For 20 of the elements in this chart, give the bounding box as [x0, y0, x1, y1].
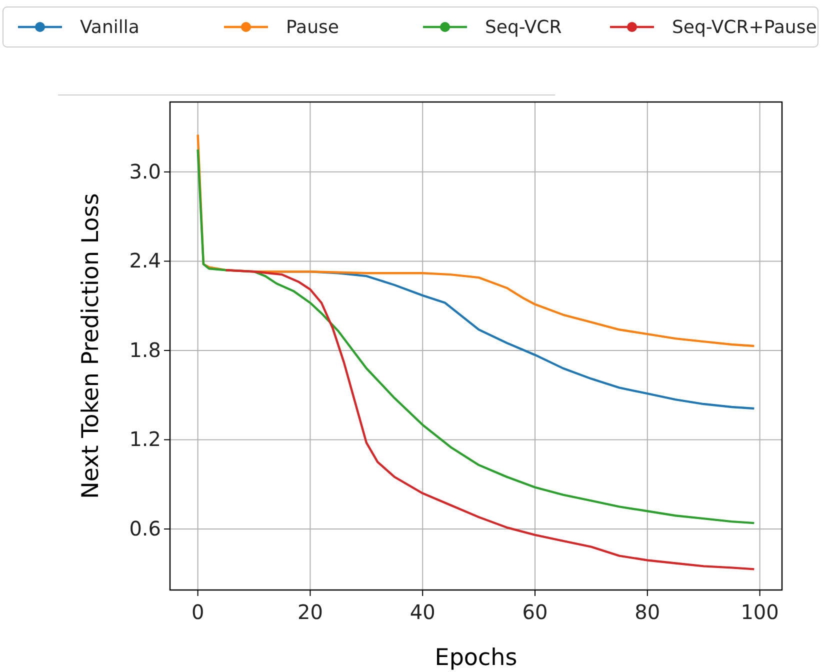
- x-tick-label: 0: [191, 600, 204, 624]
- line-series: [196, 148, 756, 524]
- y-tick-label: 1.2: [129, 427, 161, 452]
- legend-label: Seq-VCR+Pause: [672, 17, 817, 38]
- legend-label: Vanilla: [80, 17, 140, 38]
- line-series: [224, 269, 756, 570]
- x-tick-label: 20: [297, 600, 323, 624]
- legend-label: Seq-VCR: [485, 17, 562, 38]
- x-tick-label: 100: [740, 600, 779, 624]
- x-tick-label: 40: [410, 600, 436, 624]
- y-axis-title: Next Token Prediction Loss: [78, 193, 104, 499]
- y-tick-label: 1.8: [129, 338, 161, 362]
- legend-label: Pause: [286, 17, 339, 38]
- x-tick-label: 80: [634, 600, 660, 624]
- y-tick-label: 0.6: [129, 516, 161, 540]
- x-tick-label: 60: [522, 600, 548, 624]
- line-series: [196, 134, 756, 348]
- y-tick-label: 2.4: [129, 248, 161, 273]
- x-axis-title: Epochs: [434, 645, 518, 671]
- y-tick-label: 3.0: [129, 159, 161, 184]
